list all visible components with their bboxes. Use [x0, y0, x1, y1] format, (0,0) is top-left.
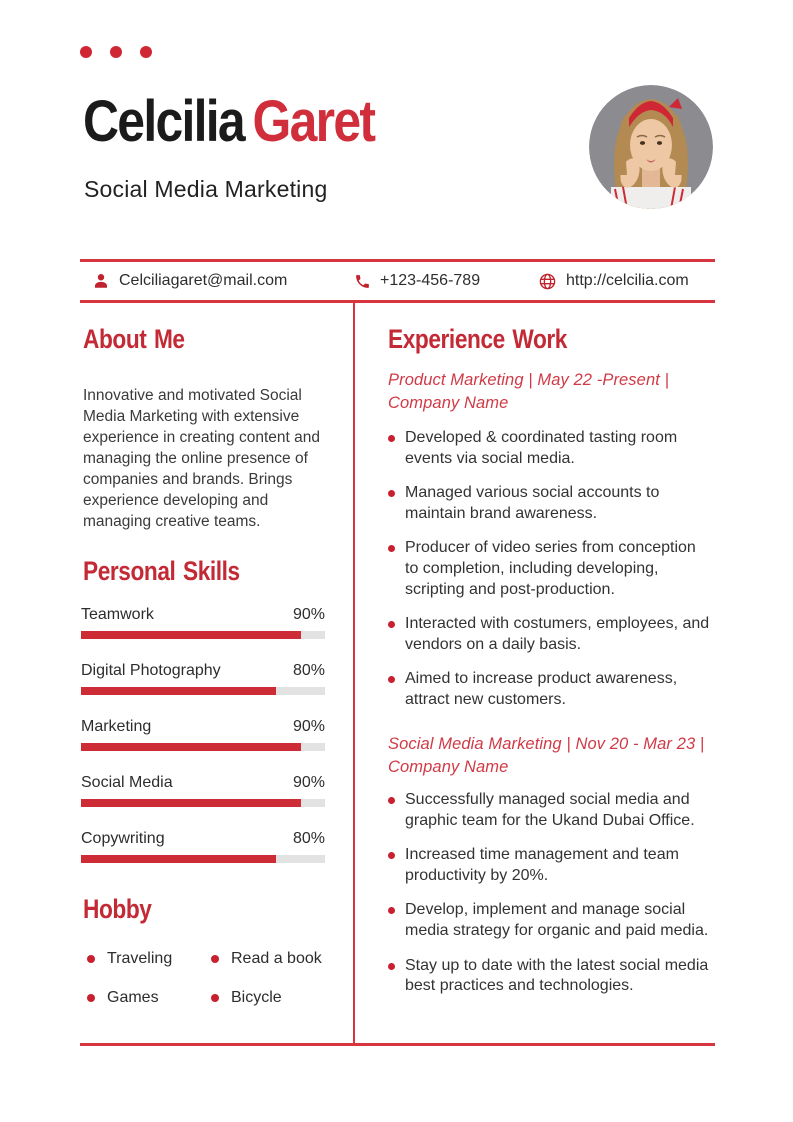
hobby-list: Traveling Read a book Games Bicycle — [87, 950, 337, 1007]
job-bullet: Develop, implement and manage social med… — [388, 900, 710, 941]
job-bullet: Successfully managed social media and gr… — [388, 790, 710, 831]
bullet-dot-icon — [211, 955, 219, 963]
skill-bar-track — [81, 855, 325, 863]
section-title-skills: Personal Skills — [83, 556, 240, 586]
decor-dot — [80, 46, 92, 58]
hobby-label: Bicycle — [231, 989, 282, 1006]
bullet-dot-icon — [388, 676, 395, 684]
hobby-item: Bicycle — [211, 989, 337, 1007]
job-bullet: Producer of video series from conception… — [388, 538, 710, 600]
bullet-dot-icon — [388, 621, 395, 629]
skill-label: Teamwork — [81, 606, 154, 623]
skill-bar-track — [81, 743, 325, 751]
section-title-experience: Experience Work — [388, 324, 568, 354]
bullet-dot-icon — [87, 994, 95, 1002]
skill-percent: 90% — [292, 606, 325, 623]
job-heading: Social Media Marketing | Nov 20 - Mar 23… — [388, 735, 705, 776]
contact-website[interactable]: http://celcilia.com — [538, 262, 689, 300]
bullet-dot-icon — [87, 955, 95, 963]
bullet-dot-icon — [388, 490, 395, 498]
section-title-about: About Me — [83, 324, 185, 354]
hobby-item: Games — [87, 989, 211, 1007]
job-bullet-list: Developed & coordinated tasting room eve… — [388, 428, 710, 725]
bullet-dot-icon — [388, 545, 395, 553]
contact-phone-text: +123-456-789 — [380, 272, 481, 289]
hobby-label: Traveling — [107, 950, 173, 967]
job-bullet: Increased time management and team produ… — [388, 845, 710, 886]
skill-percent: 90% — [292, 718, 325, 735]
skills-list: Teamwork 90% Digital Photography 80% Mar… — [81, 606, 325, 886]
hobby-label: Read a book — [231, 950, 322, 967]
skill-bar-fill — [81, 855, 277, 863]
about-text: Innovative and motivated Social Media Ma… — [83, 386, 320, 530]
skill-label: Social Media — [81, 774, 173, 791]
contact-email[interactable]: Celciliagaret@mail.com — [92, 262, 287, 300]
skill-percent: 80% — [292, 830, 325, 847]
skill-bar-fill — [81, 743, 301, 751]
skill-label: Marketing — [81, 718, 152, 735]
decor-dot — [140, 46, 152, 58]
profile-photo — [589, 85, 713, 209]
portrait-illustration — [589, 85, 713, 209]
job-title: Social Media Marketing — [84, 176, 328, 202]
skill-label: Copywriting — [81, 830, 165, 847]
contact-website-text: http://celcilia.com — [566, 272, 689, 289]
contact-email-text: Celciliagaret@mail.com — [119, 272, 288, 289]
bullet-dot-icon — [388, 797, 395, 804]
name-first: Celcilia — [83, 89, 246, 154]
person-icon — [95, 274, 107, 288]
contact-bar: Celciliagaret@mail.com +123-456-789 http… — [80, 259, 715, 303]
skill-row: Copywriting 80% — [81, 830, 325, 863]
skill-label: Digital Photography — [81, 662, 221, 679]
bullet-dot-icon — [388, 907, 395, 915]
bottom-divider — [80, 1043, 715, 1046]
skill-row: Teamwork 90% — [81, 606, 325, 639]
skill-percent: 80% — [292, 662, 325, 679]
job-bullet: Interacted with costumers, employees, an… — [388, 614, 710, 655]
hobby-item: Read a book — [211, 950, 337, 968]
decor-dot — [110, 46, 122, 58]
phone-icon — [356, 274, 369, 288]
skill-bar-fill — [81, 631, 301, 639]
bullet-dot-icon — [211, 994, 219, 1002]
page-title: Celcilia Garet — [83, 88, 376, 155]
section-title-hobby: Hobby — [83, 894, 152, 924]
skill-row: Marketing 90% — [81, 718, 325, 751]
job-bullet: Stay up to date with the latest social m… — [388, 956, 710, 997]
column-divider — [353, 303, 355, 1043]
job-bullet: Managed various social accounts to maint… — [388, 483, 710, 524]
name-last: Garet — [252, 89, 376, 154]
bullet-dot-icon — [388, 962, 395, 970]
job-bullet-list: Successfully managed social media and gr… — [388, 790, 710, 1011]
hobby-item: Traveling — [87, 950, 211, 968]
skill-bar-track — [81, 687, 325, 695]
job-bullet: Aimed to increase product awareness, att… — [388, 669, 710, 710]
globe-icon — [539, 273, 556, 289]
skill-bar-track — [81, 799, 325, 807]
skill-bar-fill — [81, 687, 277, 695]
skill-percent: 90% — [292, 774, 325, 791]
skill-row: Digital Photography 80% — [81, 662, 325, 695]
hobby-label: Games — [107, 989, 159, 1006]
bullet-dot-icon — [388, 852, 395, 860]
skill-row: Social Media 90% — [81, 774, 325, 807]
job-bullet: Developed & coordinated tasting room eve… — [388, 428, 710, 469]
decor-dots — [80, 46, 152, 58]
job-heading: Product Marketing | May 22 -Present | Co… — [388, 371, 669, 412]
contact-phone[interactable]: +123-456-789 — [354, 262, 480, 300]
skill-bar-track — [81, 631, 325, 639]
bullet-dot-icon — [388, 435, 395, 442]
skill-bar-fill — [81, 799, 301, 807]
